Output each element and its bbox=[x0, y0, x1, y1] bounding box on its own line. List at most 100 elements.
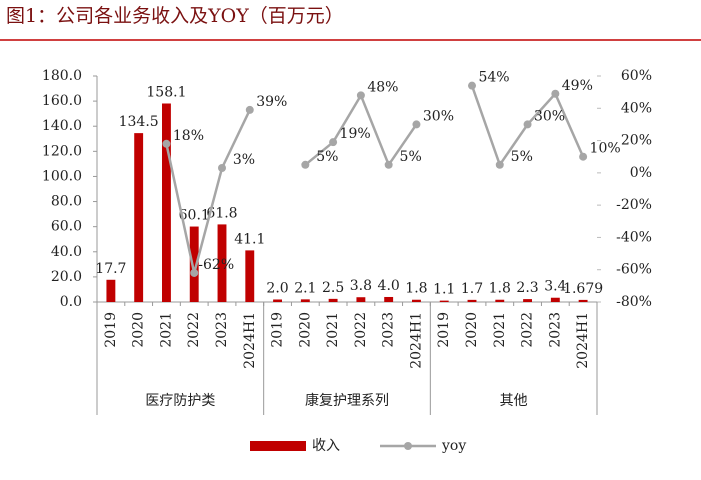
yoy-value-label: 10% bbox=[590, 141, 621, 157]
bar-value-label: 3.8 bbox=[350, 278, 372, 294]
y-tick-label: 160.0 bbox=[42, 93, 82, 109]
yoy-point bbox=[495, 160, 504, 169]
x-tick-label: 2022 bbox=[186, 312, 202, 348]
x-tick-label: 2022 bbox=[353, 312, 369, 348]
bar bbox=[384, 296, 394, 302]
yoy-point bbox=[162, 139, 171, 148]
bar bbox=[162, 103, 171, 302]
y2-tick-label: 20% bbox=[621, 133, 652, 149]
bar bbox=[495, 299, 505, 302]
legend-swatch-point bbox=[404, 442, 412, 450]
x-tick-label: 2020 bbox=[464, 312, 480, 348]
x-tick-label: 2020 bbox=[297, 312, 313, 348]
bar bbox=[106, 279, 116, 302]
y-tick-label: 0.0 bbox=[60, 294, 82, 310]
y2-tick-label: -60% bbox=[616, 262, 652, 278]
y-tick-label: 180.0 bbox=[42, 68, 82, 84]
bar bbox=[300, 299, 310, 302]
bar-value-label: 1.8 bbox=[489, 281, 511, 297]
yoy-point bbox=[190, 268, 199, 277]
y2-tick-label: 40% bbox=[621, 100, 652, 116]
x-tick-label: 2024H1 bbox=[575, 312, 591, 369]
yoy-value-label: 19% bbox=[340, 126, 371, 142]
chart-title: 图1：公司各业务收入及YOY（百万元） bbox=[6, 5, 344, 27]
bar bbox=[189, 226, 199, 302]
y2-tick-label: 60% bbox=[621, 68, 652, 84]
yoy-point bbox=[468, 81, 476, 90]
bar-value-label: 1.679 bbox=[563, 281, 603, 297]
yoy-value-label: -62% bbox=[198, 257, 234, 273]
group-label: 康复护理系列 bbox=[305, 392, 389, 409]
y-tick-label: 140.0 bbox=[42, 118, 82, 134]
bar-value-label: 2.3 bbox=[516, 280, 538, 296]
yoy-value-label: 49% bbox=[562, 78, 593, 94]
yoy-point bbox=[356, 91, 365, 100]
yoy-value-label: 54% bbox=[478, 70, 509, 86]
y-tick-label: 40.0 bbox=[51, 244, 82, 260]
yoy-value-label: 30% bbox=[423, 108, 454, 124]
x-tick-label: 2019 bbox=[270, 312, 286, 348]
bar bbox=[245, 250, 255, 302]
x-tick-label: 2022 bbox=[520, 312, 536, 348]
legend-label: 收入 bbox=[312, 438, 340, 454]
bar-value-label: 158.1 bbox=[146, 84, 186, 100]
x-tick-label: 2023 bbox=[547, 312, 563, 348]
bar bbox=[134, 133, 144, 302]
bar-value-label: 4.0 bbox=[378, 278, 400, 294]
bar bbox=[356, 297, 366, 302]
bar-value-label: 60.1 bbox=[179, 208, 210, 224]
y-tick-label: 120.0 bbox=[42, 143, 82, 159]
group-label: 其他 bbox=[500, 393, 528, 409]
yoy-point bbox=[301, 160, 310, 169]
y-tick-label: 80.0 bbox=[51, 194, 82, 210]
bar-value-label: 41.1 bbox=[234, 231, 265, 247]
yoy-point bbox=[412, 120, 421, 129]
yoy-point bbox=[579, 152, 588, 161]
x-tick-label: 2021 bbox=[492, 312, 508, 348]
x-tick-label: 2019 bbox=[436, 312, 452, 348]
y-tick-label: 60.0 bbox=[51, 219, 82, 235]
x-tick-label: 2024H1 bbox=[408, 312, 424, 369]
y2-tick-label: -80% bbox=[616, 294, 652, 310]
yoy-point bbox=[245, 105, 254, 114]
yoy-value-label: 48% bbox=[367, 79, 398, 95]
bar bbox=[412, 299, 421, 302]
y2-tick-label: -20% bbox=[616, 197, 652, 213]
bar bbox=[439, 300, 449, 302]
bar bbox=[273, 299, 282, 302]
bar-value-label: 1.1 bbox=[433, 282, 455, 298]
group-label: 医疗防护类 bbox=[145, 393, 215, 409]
bar-value-label: 2.5 bbox=[322, 280, 344, 296]
bar-value-label: 2.1 bbox=[294, 280, 316, 296]
yoy-line bbox=[165, 85, 585, 274]
bar-value-label: 3.4 bbox=[544, 279, 566, 295]
yoy-point bbox=[551, 89, 560, 98]
bar bbox=[578, 299, 588, 302]
x-tick-label: 2021 bbox=[158, 312, 174, 348]
yoy-value-label: 18% bbox=[173, 128, 204, 144]
yoy-point bbox=[218, 164, 226, 173]
x-tick-label: 2020 bbox=[131, 312, 147, 348]
bar bbox=[523, 299, 532, 302]
bar-value-label: 1.7 bbox=[461, 281, 483, 297]
x-tick-label: 2023 bbox=[381, 312, 397, 348]
legend-label: yoy bbox=[441, 438, 466, 454]
y-tick-label: 100.0 bbox=[42, 168, 82, 184]
y-tick-label: 20.0 bbox=[51, 269, 82, 285]
yoy-point bbox=[523, 120, 532, 129]
bar bbox=[467, 299, 477, 302]
bar-value-label: 17.7 bbox=[95, 261, 126, 277]
yoy-value-label: 5% bbox=[511, 149, 533, 165]
bar-value-label: 61.8 bbox=[206, 205, 237, 221]
yoy-point bbox=[329, 138, 338, 147]
x-tick-label: 2021 bbox=[325, 312, 341, 348]
yoy-value-label: 30% bbox=[534, 108, 565, 124]
yoy-value-label: 5% bbox=[400, 149, 422, 165]
yoy-value-label: 5% bbox=[316, 149, 338, 165]
x-tick-label: 2019 bbox=[103, 312, 119, 348]
bar bbox=[550, 297, 560, 302]
bar-value-label: 134.5 bbox=[119, 114, 159, 130]
bar bbox=[217, 224, 227, 302]
bar bbox=[328, 298, 338, 302]
